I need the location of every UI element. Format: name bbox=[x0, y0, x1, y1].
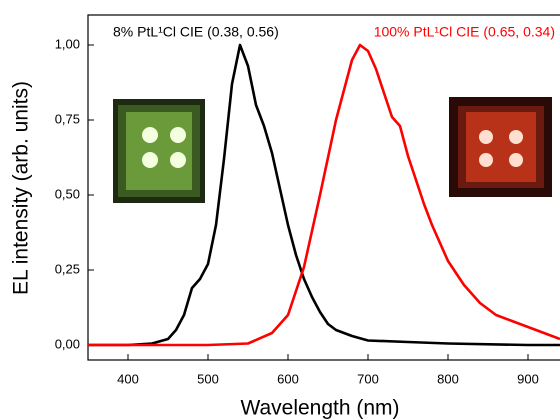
x-tick-label: 500 bbox=[197, 371, 219, 386]
y-axis-title: EL intensity (arb. units) bbox=[10, 81, 33, 295]
series-line bbox=[88, 43, 560, 347]
x-tick-label: 400 bbox=[117, 371, 139, 386]
x-tick-label: 600 bbox=[277, 371, 299, 386]
y-tick-label: 0,25 bbox=[55, 261, 80, 276]
y-tick-label: 1,00 bbox=[55, 36, 80, 51]
annotation: 100% PtL¹Cl CIE (0.65, 0.34) bbox=[374, 24, 555, 40]
x-tick-label: 700 bbox=[357, 371, 379, 386]
inset-photo-red bbox=[449, 97, 552, 197]
x-tick-label: 900 bbox=[517, 371, 539, 386]
series-line bbox=[88, 43, 560, 347]
inset-photo-green bbox=[113, 99, 205, 203]
x-tick-label: 800 bbox=[437, 371, 459, 386]
annotation: 8% PtL¹Cl CIE (0.38, 0.56) bbox=[113, 24, 279, 40]
plot-frame bbox=[87, 14, 560, 361]
y-tick-label: 0,75 bbox=[55, 111, 80, 126]
y-tick-label: 0,50 bbox=[55, 186, 80, 201]
x-axis-title: Wavelength (nm) bbox=[240, 397, 399, 419]
y-tick-label: 0,00 bbox=[55, 336, 80, 351]
